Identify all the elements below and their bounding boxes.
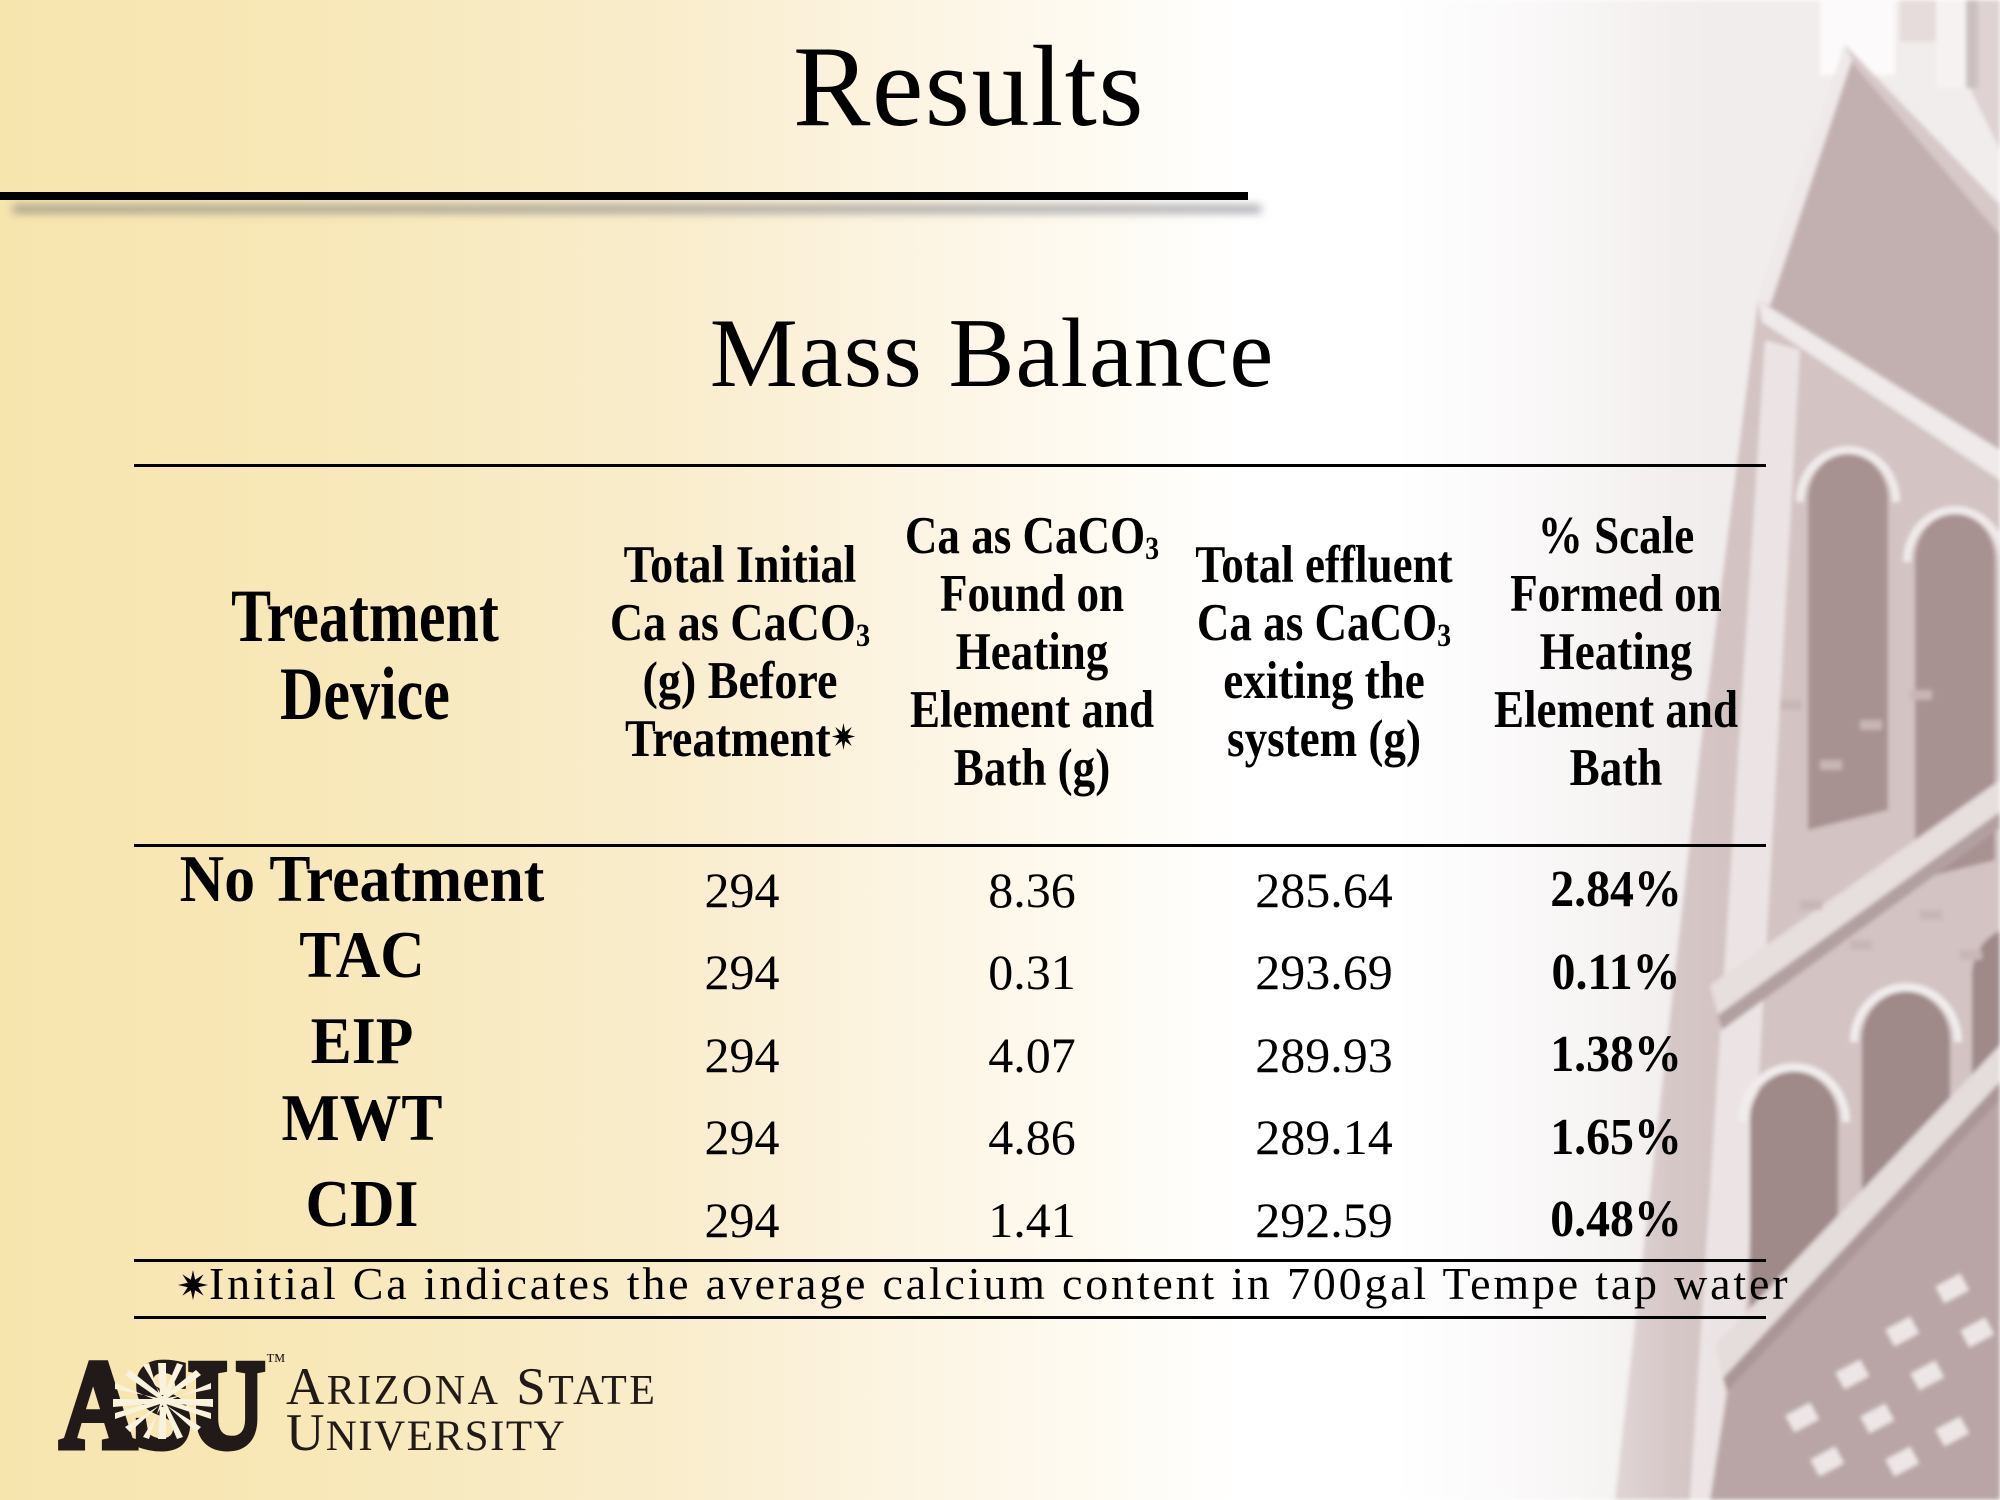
- svg-text:ARIZONA STATE: ARIZONA STATE: [286, 1358, 657, 1416]
- svg-text:™: ™: [266, 1350, 286, 1372]
- svg-text:UNIVERSITY: UNIVERSITY: [286, 1404, 566, 1462]
